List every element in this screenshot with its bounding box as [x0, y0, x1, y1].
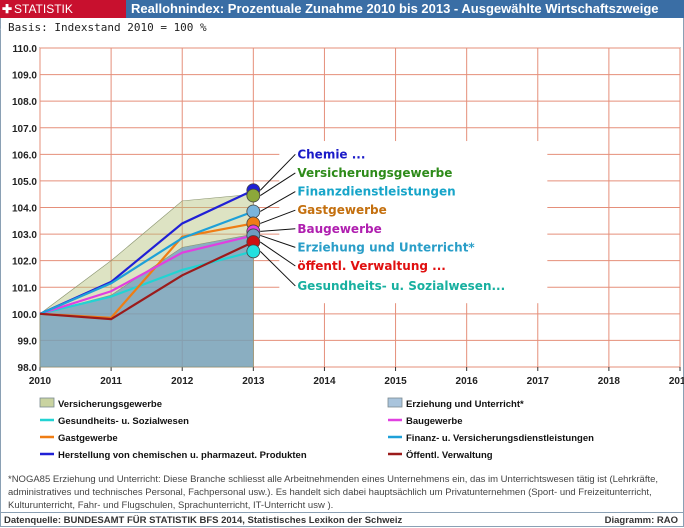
legend-label: Erziehung und Unterricht* [406, 399, 524, 410]
marker-leader [259, 153, 296, 191]
legend-label: Herstellung von chemischen u. pharmazeut… [58, 450, 307, 461]
basis-note: Basis: Indexstand 2010 = 100 % [8, 21, 207, 34]
title-bar: ✚ STATISTIK SCHWEIZ Reallohnindex: Prozen… [0, 0, 684, 34]
x-tick-label: 2011 [100, 376, 122, 387]
y-tick-label: 104.0 [12, 204, 37, 215]
brand-label: STATISTIK SCHWEIZ [0, 2, 73, 34]
legend-label: Gesundheits- u. Sozialwesen [58, 416, 189, 427]
x-tick-label: 2012 [171, 376, 194, 387]
marker-label: Chemie ... [297, 147, 365, 161]
y-tick-label: 98.0 [18, 363, 38, 374]
x-tick-label: 2017 [527, 376, 550, 387]
y-tick-label: 107.0 [12, 124, 37, 135]
y-tick-label: 99.0 [18, 336, 38, 347]
marker-leader [260, 172, 296, 196]
marker-label: Gastgewerbe [297, 203, 386, 217]
data-marker [246, 204, 261, 219]
y-tick-label: 110.0 [13, 44, 38, 55]
line-series [39, 250, 254, 315]
marker-leader [260, 234, 296, 248]
y-tick-label: 100.0 [12, 310, 37, 321]
legend-swatch [39, 397, 55, 408]
brand-badge: ✚ STATISTIK SCHWEIZ [0, 0, 126, 34]
marker-label: Versicherungsgewerbe [297, 166, 452, 180]
x-tick-label: 2014 [313, 376, 336, 387]
legend-label: Gastgewerbe [58, 433, 118, 444]
x-tick-label: 2015 [384, 376, 407, 387]
line-series [39, 234, 254, 315]
data-marker [246, 244, 261, 259]
x-tick-label: 2019 [669, 376, 684, 387]
chart-canvas: 98.0 99.0 100.0 101.0 102.0 103.0 104.0 105.0 10… [12, 44, 684, 461]
legend-label: Baugewerbe [406, 416, 463, 427]
y-tick-label: 108.0 [12, 97, 37, 108]
footnote: *NOGA85 Erziehung und Unterricht: Diese … [8, 474, 659, 511]
y-tick-label: 109.0 [12, 71, 37, 82]
data-source: Datenquelle: BUNDESAMT FÜR STATISTIK BFS… [4, 515, 403, 526]
y-tick-label: 103.0 [12, 230, 37, 241]
y-tick-label: 102.0 [12, 257, 37, 268]
line-series [39, 210, 254, 315]
y-tick-label: 106.0 [12, 150, 37, 161]
marker-label: Finanzdienstleistungen [297, 185, 455, 199]
page-title: Reallohnindex: Prozentuale Zunahme 2010 … [131, 1, 659, 16]
marker-leader [260, 228, 296, 232]
marker-label: Erziehung und Unterricht* [297, 240, 475, 254]
marker-label: Baugewerbe [297, 222, 381, 236]
y-tick-label: 101.0 [12, 283, 37, 294]
y-tick-label: 105.0 [12, 177, 37, 188]
marker-label: Gesundheits- u. Sozialwesen... [297, 279, 505, 293]
marker-label-box [279, 141, 548, 304]
footer: Datenquelle: BUNDESAMT FÜR STATISTIK BFS… [0, 512, 684, 528]
line-series [39, 241, 254, 321]
x-tick-label: 2010 [29, 376, 52, 387]
marker-leader [259, 251, 296, 287]
x-tick-label: 2016 [456, 376, 479, 387]
marker-leader [260, 191, 296, 212]
marker-leader [260, 209, 296, 224]
data-marker [246, 188, 261, 203]
diagram-credit: Diagramm: RAO [604, 515, 678, 526]
x-tick-label: 2018 [598, 376, 621, 387]
legend-label: Versicherungsgewerbe [58, 399, 162, 410]
marker-leader [260, 241, 296, 267]
legend-swatch [387, 397, 403, 408]
x-tick-label: 2013 [242, 376, 265, 387]
legend-label: Öffentl. Verwaltung [406, 450, 493, 461]
marker-label: öffentl. Verwaltung ... [297, 259, 445, 273]
legend-label: Finanz- u. Versicherungsdienstleistungen [406, 433, 594, 444]
swiss-cross-icon: ✚ [1, 2, 13, 16]
